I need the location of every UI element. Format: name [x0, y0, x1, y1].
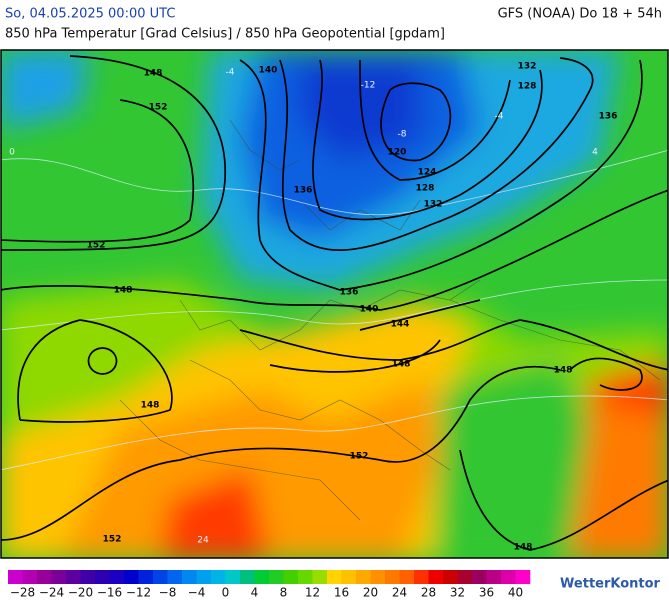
color-swatch: [443, 570, 458, 584]
colorbar-tick-label: 24: [392, 586, 407, 600]
contour-label: 152: [87, 241, 106, 251]
color-swatch: [22, 570, 38, 584]
colorbar-tick-label: 12: [305, 586, 320, 600]
colorbar-tick-label: 20: [363, 586, 378, 600]
contour-label: 120: [388, 148, 407, 158]
color-swatch: [385, 570, 400, 584]
colorbar-tick-label: 0: [222, 586, 230, 600]
color-swatch: [182, 570, 197, 584]
contour-label: 136: [340, 288, 359, 298]
colorbar-tick-label: 40: [508, 586, 523, 600]
color-swatch: [298, 570, 313, 584]
color-swatch: [153, 570, 168, 584]
logo: WetterKontor: [560, 577, 661, 592]
temperature-labels: -12 -8 -4 4 0 -4 24: [9, 68, 598, 546]
color-swatch: [269, 570, 284, 584]
colorbar: −28 −24 −20 −16 −12 −8 −4 0 4 8 12 16 20 24 28 32 36 40: [8, 570, 531, 600]
color-swatch: [486, 570, 502, 584]
color-swatch: [356, 570, 371, 584]
color-swatch: [283, 570, 299, 584]
contour-label: 136: [294, 186, 313, 196]
color-swatch: [327, 570, 342, 584]
color-swatch: [211, 570, 226, 584]
contour-label: 132: [518, 62, 537, 72]
contour-label: 148: [392, 360, 411, 370]
contour-label: 140: [259, 66, 278, 76]
color-swatch: [428, 570, 444, 584]
colorbar-tick-label: −20: [68, 586, 93, 600]
contour-label: 136: [599, 112, 618, 122]
color-swatch: [240, 570, 255, 584]
colorbar-tick-label: 8: [280, 586, 288, 600]
colorbar-tick-label: 4: [251, 586, 259, 600]
contour-label: 140: [360, 305, 379, 315]
color-swatch: [109, 570, 125, 584]
subtitle: 850 hPa Temperatur [Grad Celsius] / 850 …: [5, 27, 445, 42]
color-swatch: [341, 570, 357, 584]
color-swatch: [399, 570, 415, 584]
color-swatch: [167, 570, 183, 584]
colorbar-tick-label: 36: [479, 586, 494, 600]
colorbar-tick-label: 16: [334, 586, 349, 600]
colorbar-tick-label: −8: [159, 586, 177, 600]
color-swatch: [8, 570, 23, 584]
contour-label: 128: [518, 82, 537, 92]
color-swatch: [124, 570, 139, 584]
contour-label: 148: [144, 69, 163, 79]
colorbar-tick-label: −12: [126, 586, 151, 600]
contour-label: 152: [149, 103, 168, 113]
contour-label: 124: [418, 168, 437, 178]
color-swatch: [37, 570, 52, 584]
model-run: GFS (NOAA) Do 18 + 54h: [498, 7, 662, 22]
isotherm-label: -12: [361, 81, 376, 91]
colorbar-tick-label: 28: [421, 586, 436, 600]
color-swatch: [254, 570, 270, 584]
color-swatch: [138, 570, 154, 584]
map-field: [1, 50, 668, 558]
color-swatch: [51, 570, 67, 584]
contour-label: 144: [391, 320, 410, 330]
color-swatch: [472, 570, 487, 584]
color-swatch: [312, 570, 328, 584]
contour-label: 148: [514, 543, 533, 553]
isotherm-label: -4: [495, 112, 504, 122]
isotherm-label: 0: [9, 148, 15, 158]
colorbar-tick-label: 32: [450, 586, 465, 600]
contour-label: 148: [554, 366, 573, 376]
isotherm-label: 4: [592, 148, 598, 158]
color-swatch: [225, 570, 241, 584]
contour-label: 132: [424, 200, 443, 210]
datetime: So, 04.05.2025 00:00 UTC: [5, 7, 175, 22]
colorbar-tick-label: −16: [97, 586, 122, 600]
color-swatch: [414, 570, 429, 584]
geopotential-labels: 148 140 132 128 136 152 120 124 128 132 …: [87, 62, 618, 553]
contour-label: 152: [103, 535, 122, 545]
map-frame: [0, 49, 669, 559]
isotherm-label: -4: [226, 68, 235, 78]
color-swatch: [95, 570, 110, 584]
colorbar-tick-label: −4: [188, 586, 206, 600]
color-swatch: [196, 570, 212, 584]
colorbar-tick-label: −28: [10, 586, 35, 600]
contour-label: 128: [416, 184, 435, 194]
contour-label: 148: [114, 286, 133, 296]
color-swatch: [370, 570, 386, 584]
color-swatch: [515, 570, 531, 584]
isotherm-label: -8: [398, 130, 407, 140]
contour-label: 152: [350, 452, 369, 462]
color-swatch: [457, 570, 473, 584]
color-swatch: [66, 570, 81, 584]
colorbar-tick-label: −24: [39, 586, 64, 600]
color-swatch: [501, 570, 516, 584]
color-swatch: [80, 570, 96, 584]
isotherm-label: 24: [197, 536, 209, 546]
contour-label: 148: [141, 401, 160, 411]
